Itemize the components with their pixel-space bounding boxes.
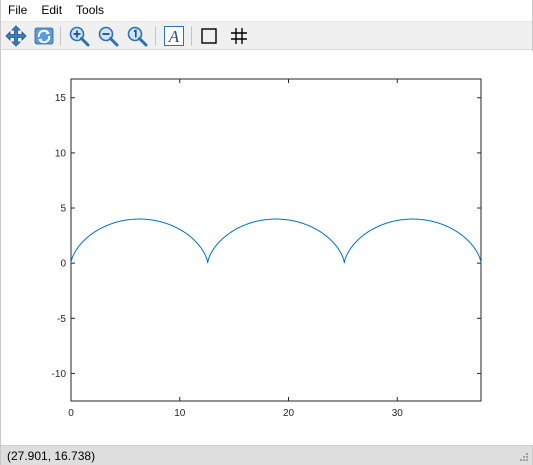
y-tick-label: 10 — [55, 148, 67, 159]
status-bar: (27.901, 16.738) — [1, 445, 532, 465]
x-tick-label: 10 — [174, 408, 186, 419]
zoom-out-icon — [97, 25, 119, 47]
zoom-out-button[interactable] — [96, 24, 120, 48]
y-tick-label: 5 — [60, 204, 66, 215]
y-tick-label: 0 — [60, 259, 66, 270]
y-tick-label: -10 — [52, 369, 67, 380]
y-tick-label: -5 — [57, 314, 66, 325]
menu-edit[interactable]: Edit — [41, 0, 62, 21]
axes-box-button[interactable] — [197, 24, 221, 48]
text-annotation-glyph: A — [168, 27, 180, 46]
grid-button[interactable] — [227, 24, 251, 48]
y-tick-label: 15 — [55, 93, 67, 104]
x-tick-label: 20 — [283, 408, 295, 419]
plot-area[interactable]: 0 10 20 30 -10 -5 0 5 10 15 — [1, 51, 533, 445]
text-annotation-icon: A — [163, 25, 185, 47]
cursor-coordinates: (27.901, 16.738) — [7, 449, 95, 463]
x-tick-label: 30 — [392, 408, 404, 419]
zoom-in-button[interactable] — [67, 24, 91, 48]
toolbar-separator — [155, 26, 156, 46]
rotate-button[interactable] — [32, 24, 56, 48]
figure-toolbar: A — [1, 21, 532, 50]
pan-button[interactable] — [4, 24, 28, 48]
pan-icon — [5, 25, 27, 47]
zoom-reset-icon — [126, 25, 148, 47]
menu-bar: File Edit Tools — [1, 0, 532, 21]
toolbar-separator — [60, 26, 61, 46]
axes-box — [71, 79, 481, 401]
grid-icon — [228, 25, 250, 47]
menu-tools[interactable]: Tools — [76, 0, 104, 21]
toolbar-separator — [191, 26, 192, 46]
rotate-icon — [33, 25, 55, 47]
text-annotation-button[interactable]: A — [162, 24, 186, 48]
zoom-in-icon — [68, 25, 90, 47]
menu-file[interactable]: File — [8, 0, 27, 21]
axes-box-icon — [198, 25, 220, 47]
x-tick-label: 0 — [68, 408, 74, 419]
zoom-reset-button[interactable] — [125, 24, 149, 48]
resize-grip-icon[interactable] — [519, 452, 529, 462]
axes-plot[interactable]: 0 10 20 30 -10 -5 0 5 10 15 — [1, 51, 533, 445]
